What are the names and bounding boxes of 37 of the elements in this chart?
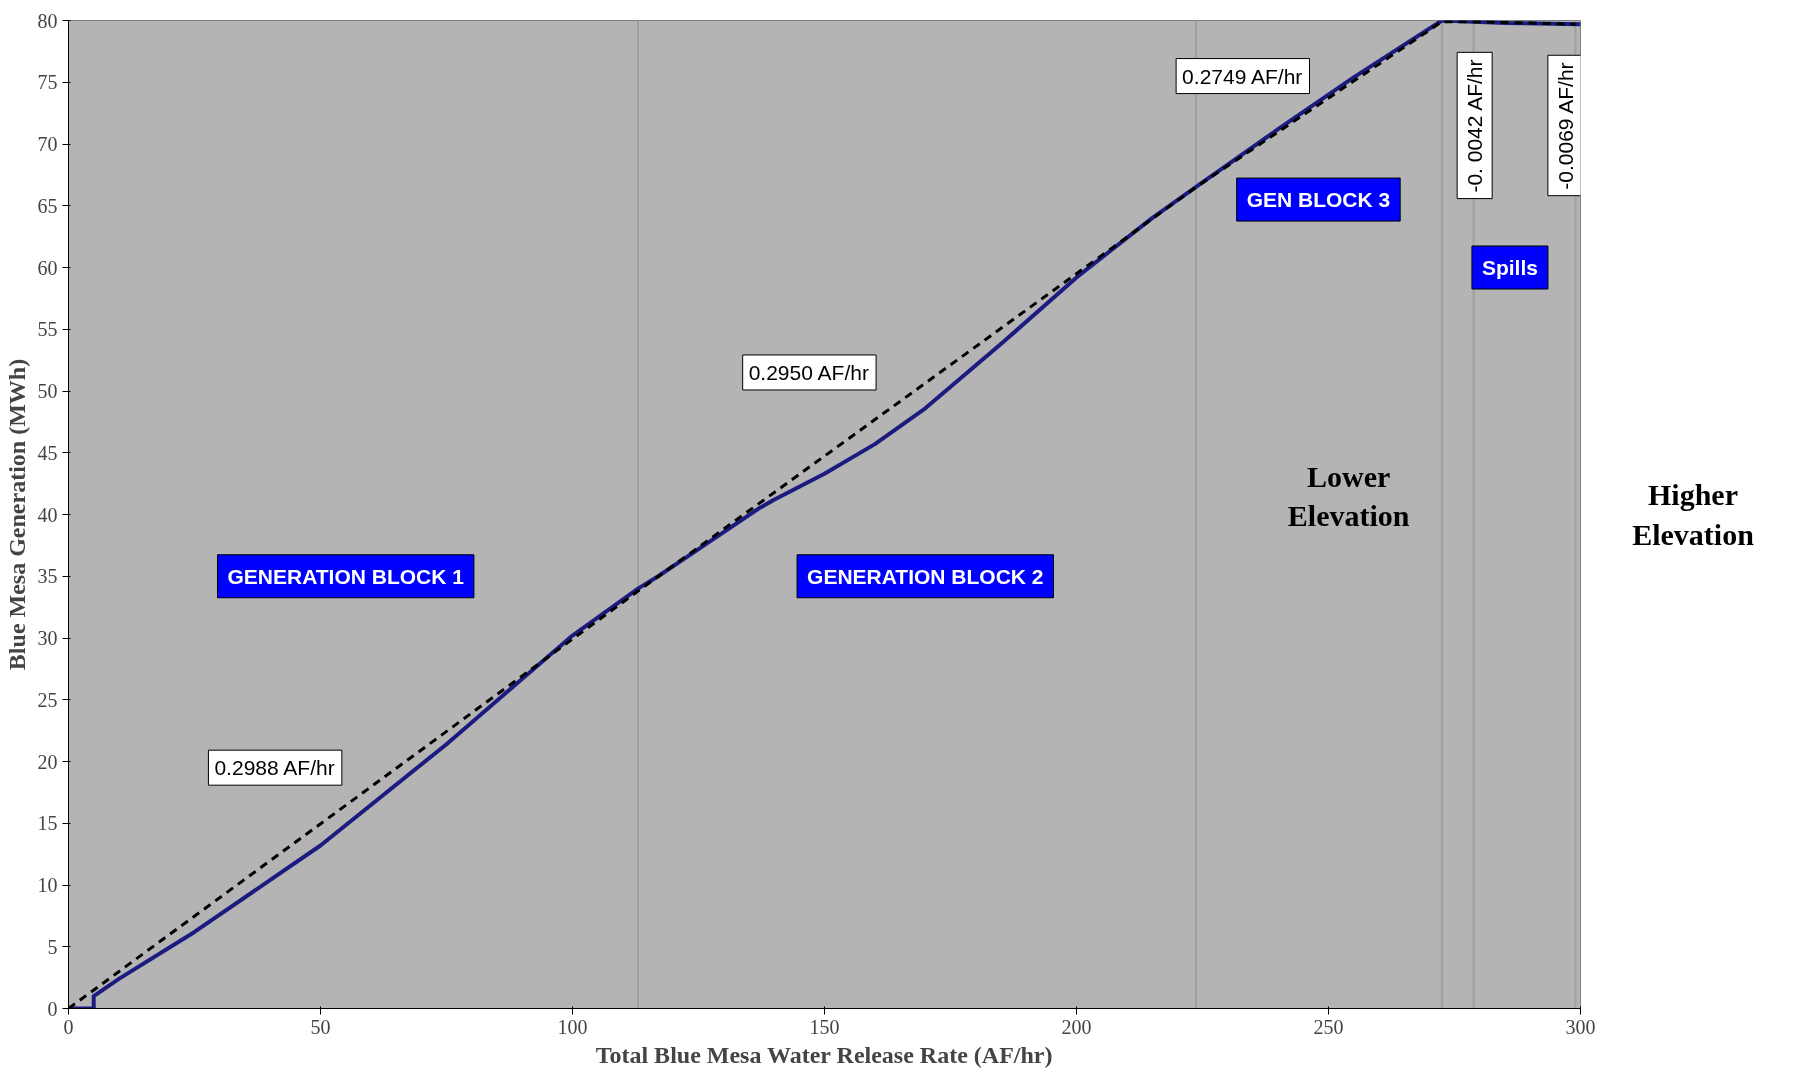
- annotation: 0.2749 AF/hr: [1182, 64, 1303, 88]
- y-tick-label: 75: [37, 71, 58, 94]
- y-tick-label: 0: [47, 997, 58, 1020]
- annotation: Lower Elevation: [1287, 459, 1410, 533]
- annotation: -0.0069 AF/hr: [1553, 62, 1577, 190]
- y-tick-label: 5: [47, 935, 58, 958]
- annotation: Spills: [1481, 256, 1538, 279]
- x-tick-label: 250: [1313, 1015, 1344, 1038]
- y-tick-label: 10: [37, 874, 58, 896]
- annotation: GENERATION BLOCK 1: [227, 564, 465, 588]
- y-tick-label: 30: [37, 627, 58, 649]
- y-tick-label: 65: [37, 194, 58, 217]
- annotation: -0. 0042 AF/hr: [1463, 59, 1487, 193]
- x-tick-label: 150: [809, 1015, 840, 1038]
- y-tick-label: 25: [37, 688, 58, 711]
- annotation: GENERATION BLOCK 2: [807, 564, 1044, 588]
- x-axis-title: Total Blue Mesa Water Release Rate (AF/hr): [595, 1041, 1053, 1068]
- y-tick-label: 40: [37, 503, 58, 526]
- y-tick-label: 55: [37, 318, 58, 341]
- x-tick-label: 50: [310, 1015, 331, 1038]
- y-axis-title: Blue Mesa Generation (MWh): [3, 358, 30, 671]
- x-tick-label: 300: [1565, 1015, 1596, 1038]
- y-tick-label: 80: [37, 9, 58, 32]
- y-tick-label: 15: [37, 812, 58, 835]
- y-tick-label: 45: [37, 441, 58, 464]
- text: Higher Elevation: [1632, 478, 1755, 551]
- annotation: 0.2950 AF/hr: [748, 360, 869, 384]
- y-tick-label: 60: [37, 256, 58, 279]
- x-tick-label: 0: [63, 1015, 74, 1038]
- y-tick-label: 70: [37, 133, 58, 155]
- y-tick-label: 50: [37, 380, 58, 402]
- annotation: 0.2988 AF/hr: [214, 756, 335, 780]
- y-tick-label: 35: [37, 565, 58, 588]
- x-tick-label: 200: [1061, 1015, 1092, 1038]
- y-tick-label: 20: [37, 750, 58, 773]
- annotation: GEN BLOCK 3: [1246, 188, 1391, 212]
- x-tick-label: 100: [557, 1015, 588, 1038]
